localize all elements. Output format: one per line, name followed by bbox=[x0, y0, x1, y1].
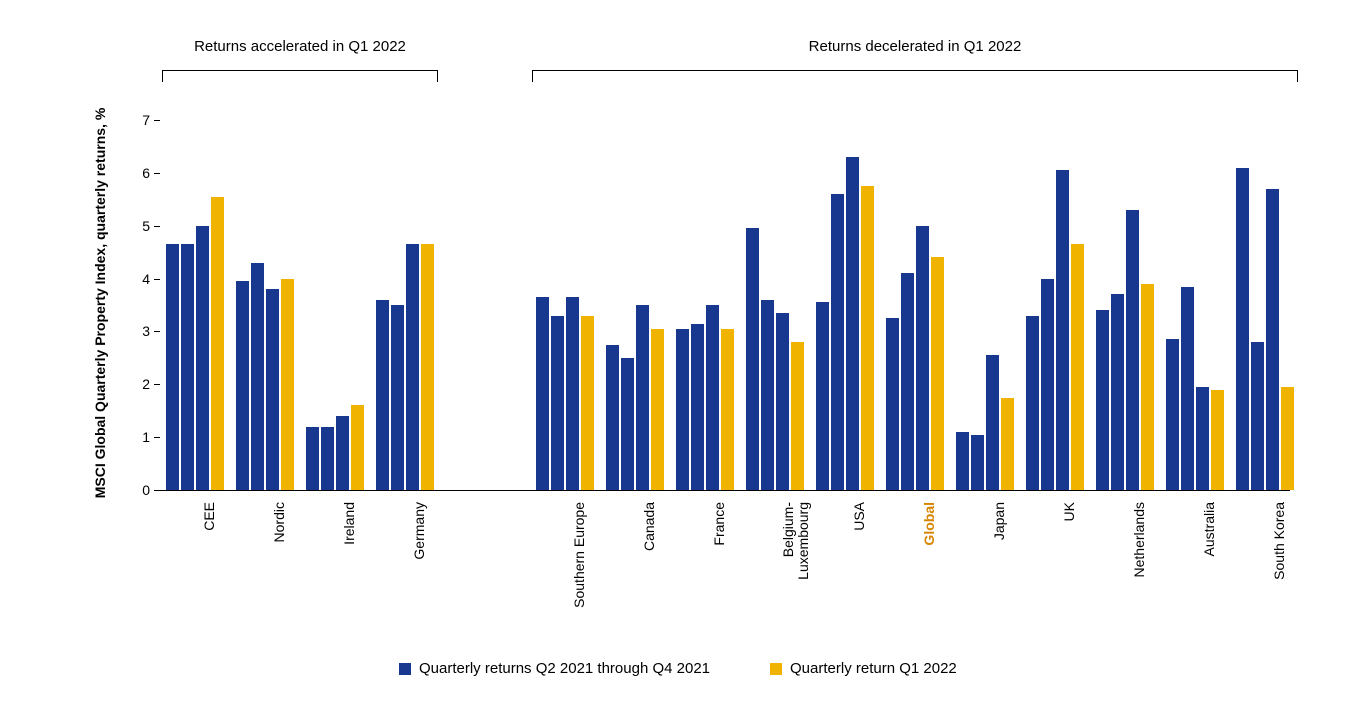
annotation-decel: Returns decelerated in Q1 2022 bbox=[715, 38, 1115, 55]
legend-swatch bbox=[770, 663, 782, 675]
legend-swatch bbox=[399, 663, 411, 675]
legend: Quarterly returns Q2 2021 through Q4 202… bbox=[399, 660, 957, 677]
legend-label: Quarterly return Q1 2022 bbox=[790, 660, 957, 677]
legend-item: Quarterly returns Q2 2021 through Q4 202… bbox=[399, 660, 710, 677]
legend-label: Quarterly returns Q2 2021 through Q4 202… bbox=[419, 660, 710, 677]
legend-item: Quarterly return Q1 2022 bbox=[770, 660, 957, 677]
returns-chart: 01234567MSCI Global Quarterly Property I… bbox=[0, 0, 1356, 715]
bracket-decel bbox=[0, 0, 1356, 715]
